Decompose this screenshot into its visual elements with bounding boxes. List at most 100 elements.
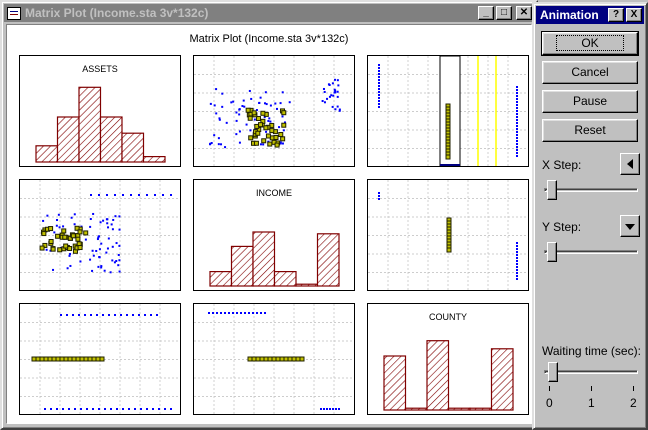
cell-assets-hist[interactable]: ASSETS [19, 55, 181, 167]
cell-income-vs-assets[interactable] [193, 55, 355, 167]
data-point [72, 314, 74, 316]
highlighted-point [275, 356, 281, 362]
highlighted-point [67, 245, 73, 251]
data-point [100, 265, 103, 268]
data-point [260, 312, 262, 314]
data-point [283, 121, 286, 124]
data-point [111, 228, 114, 231]
y-step-direction-button[interactable] [620, 215, 640, 237]
x-step-slider-thumb[interactable] [547, 180, 557, 200]
point-row [320, 408, 340, 410]
highlighted-point [279, 356, 285, 362]
data-point [516, 107, 518, 109]
data-point [170, 408, 172, 410]
waiting-time-slider-track[interactable] [544, 370, 638, 374]
data-point [378, 64, 380, 66]
data-point [98, 248, 101, 251]
data-point [332, 408, 334, 410]
data-point [228, 312, 230, 314]
matrix-plot-app-icon[interactable] [7, 6, 21, 20]
data-point [516, 119, 518, 121]
data-point [97, 265, 100, 268]
cell-income-vs-county[interactable] [193, 303, 355, 415]
highlighted-point [278, 132, 284, 138]
data-point [91, 269, 94, 272]
dialog-close-button[interactable]: X [626, 8, 642, 22]
animation-titlebar[interactable]: Animation ? X [536, 6, 644, 24]
data-point [84, 238, 87, 241]
cell-assets-vs-income[interactable] [19, 179, 181, 291]
data-point [56, 219, 59, 222]
data-point [144, 314, 146, 316]
data-point [84, 314, 86, 316]
highlighted-point [57, 247, 63, 253]
assets-histogram [35, 86, 166, 163]
data-point [264, 102, 267, 105]
data-point [516, 131, 518, 133]
pause-button[interactable]: Pause [542, 90, 638, 113]
highlighted-point [248, 135, 254, 141]
data-point [240, 312, 242, 314]
data-point [279, 102, 282, 105]
y-step-slider-thumb[interactable] [547, 242, 557, 262]
y-step-label: Y Step: [542, 220, 582, 234]
data-point [321, 100, 324, 103]
data-point [92, 408, 94, 410]
highlighted-point [253, 140, 259, 146]
data-point [107, 226, 110, 229]
data-point [516, 128, 518, 130]
data-point [158, 408, 160, 410]
ok-button[interactable]: OK [541, 31, 639, 56]
data-point [50, 408, 52, 410]
county-histogram [383, 340, 514, 411]
data-point [232, 100, 235, 103]
highlighted-point [43, 356, 49, 362]
pause-label: Pause [572, 94, 608, 108]
data-point [154, 194, 156, 196]
highlighted-point [260, 110, 266, 116]
reset-label: Reset [574, 123, 606, 137]
cell-county-vs-income[interactable] [367, 179, 529, 291]
waiting-time-label: Waiting time (sec): [542, 344, 641, 358]
minimize-button[interactable]: _ [478, 6, 494, 20]
data-point [516, 113, 518, 115]
data-point [73, 223, 76, 226]
highlighted-point [48, 238, 54, 244]
x-step-direction-button[interactable] [620, 153, 640, 175]
data-point [106, 247, 109, 250]
y-step-slider-track[interactable] [544, 250, 638, 254]
help-button[interactable]: ? [608, 8, 624, 22]
arrow-left-icon [627, 159, 633, 169]
cell-county-vs-assets[interactable] [367, 55, 529, 167]
data-point [378, 97, 380, 99]
highlighted-point [263, 356, 269, 362]
maximize-button[interactable]: □ [496, 6, 512, 20]
data-point [378, 70, 380, 72]
data-point [209, 102, 212, 105]
data-point [281, 115, 284, 118]
data-point [118, 244, 121, 247]
data-point [326, 97, 329, 100]
highlighted-point [247, 356, 253, 362]
cell-county-hist[interactable]: COUNTY [367, 303, 529, 415]
reset-button[interactable]: Reset [542, 119, 638, 142]
data-point [215, 112, 218, 115]
data-point [320, 408, 322, 410]
data-point [150, 314, 152, 316]
cancel-button[interactable]: Cancel [542, 61, 638, 84]
data-point [98, 235, 101, 238]
data-point [56, 408, 58, 410]
data-point [60, 314, 62, 316]
matrix-plot-titlebar[interactable]: Matrix Plot (Income.sta 3v*132c) _ □ ✕ [4, 4, 534, 22]
waiting-time-slider-thumb[interactable] [548, 362, 559, 382]
x-step-slider-track[interactable] [544, 188, 638, 192]
highlighted-point [70, 233, 76, 239]
animation-dialog: Animation ? X OK Cancel Pause Reset X St… [532, 2, 648, 430]
close-button[interactable]: ✕ [516, 6, 532, 20]
highlighted-column [446, 217, 452, 253]
point-row [90, 194, 172, 196]
cell-assets-vs-county[interactable] [19, 303, 181, 415]
data-point [44, 408, 46, 410]
data-point [323, 101, 326, 104]
cell-income-hist[interactable]: INCOME [193, 179, 355, 291]
